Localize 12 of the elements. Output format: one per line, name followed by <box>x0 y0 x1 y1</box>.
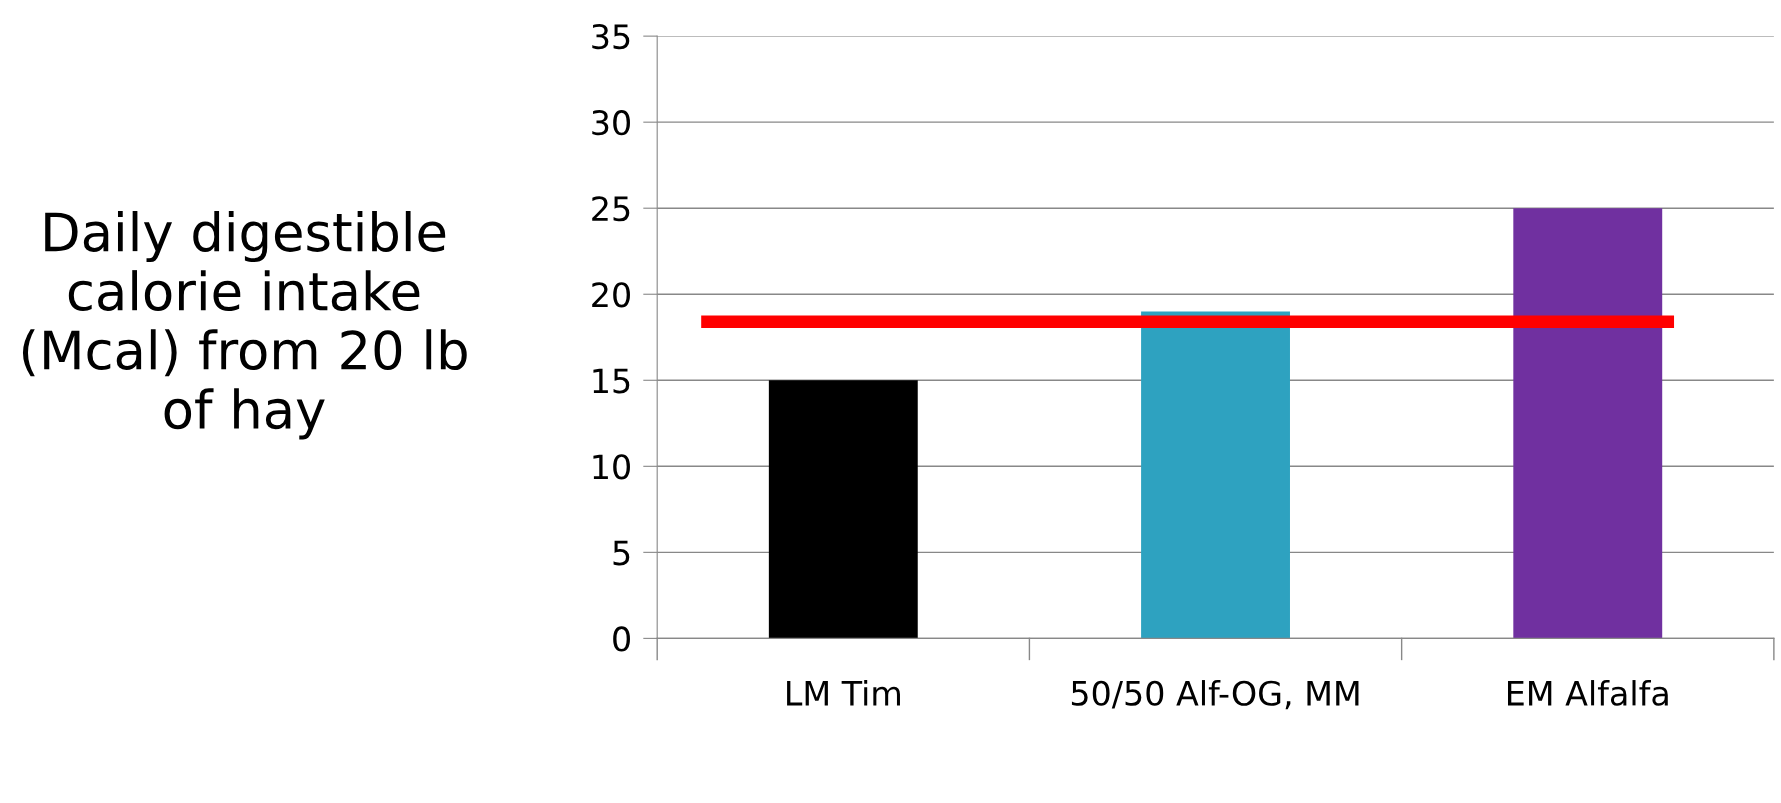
y-tick-label: 0 <box>613 626 630 652</box>
y-tick-label: 30 <box>592 110 630 136</box>
y-tick-label: 25 <box>592 196 630 222</box>
y-tick-label: 35 <box>592 24 630 50</box>
x-tick-label: EM Alfalfa <box>1508 680 1668 706</box>
x-tick-label: LM Tim <box>787 680 900 706</box>
y-tick-label: 5 <box>613 540 630 566</box>
x-tick-label: 50/50 Alf-OG, MM <box>1071 680 1359 710</box>
y-tick-label: 10 <box>593 454 630 480</box>
y-tick-label: 20 <box>592 282 630 308</box>
y-axis-title: Daily digestible calorie intake (Mcal) from 20 lb of hay <box>22 211 467 440</box>
y-tick-label: 15 <box>593 368 630 394</box>
